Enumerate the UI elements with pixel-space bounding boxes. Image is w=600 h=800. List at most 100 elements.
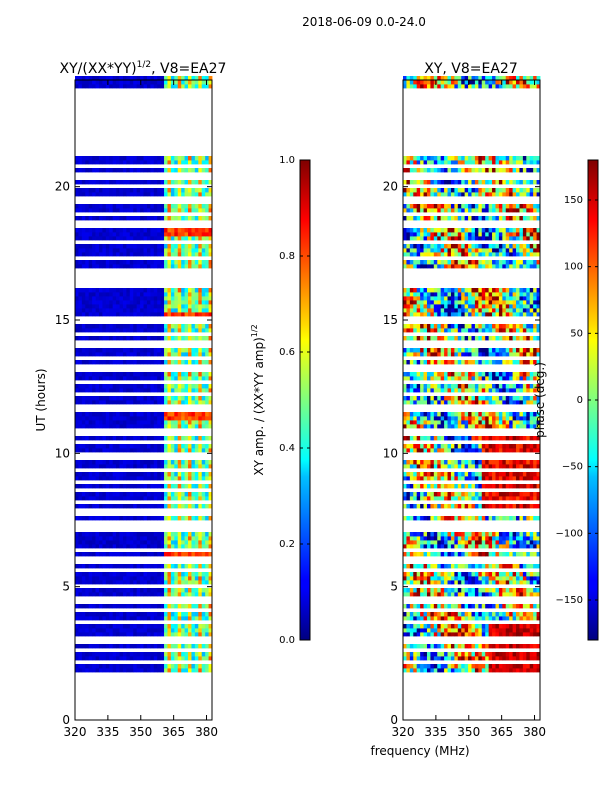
heatmap-cell — [403, 504, 407, 509]
heatmap-cell — [160, 460, 165, 465]
heatmap-cell — [95, 348, 100, 353]
heatmap-cell — [129, 652, 134, 657]
heatmap-cell — [184, 504, 189, 509]
heatmap-cell — [88, 580, 93, 585]
heatmap-cell — [170, 264, 175, 269]
heatmap-cell — [174, 444, 179, 449]
heatmap-cell — [81, 484, 86, 489]
heatmap-cell — [75, 592, 79, 597]
heatmap-cell — [75, 228, 79, 233]
heatmap-cell — [474, 400, 479, 405]
heatmap-cell — [426, 532, 431, 537]
heatmap-cell — [150, 396, 155, 401]
heatmap-cell — [498, 644, 503, 649]
heatmap-cell — [426, 564, 431, 569]
heatmap-cell — [423, 396, 428, 401]
heatmap-cell — [75, 84, 79, 89]
heatmap-cell — [423, 576, 428, 581]
heatmap-cell — [522, 644, 527, 649]
heatmap-cell — [140, 328, 144, 333]
heatmap-cell — [444, 336, 448, 341]
heatmap-cell — [416, 540, 421, 545]
heatmap-cell — [481, 384, 486, 389]
heatmap-cell — [153, 592, 158, 597]
heatmap-cell — [433, 420, 438, 425]
heatmap-cell — [150, 436, 155, 441]
heatmap-cell — [198, 448, 203, 453]
heatmap-cell — [174, 420, 179, 425]
heatmap-cell — [126, 260, 131, 265]
heatmap-cell — [512, 412, 517, 417]
heatmap-cell — [126, 288, 131, 293]
heatmap-cell — [181, 616, 185, 621]
heatmap-cell — [122, 84, 127, 89]
heatmap-cell — [457, 384, 462, 389]
heatmap-cell — [143, 216, 148, 221]
heatmap-cell — [119, 396, 124, 401]
heatmap-cell — [505, 552, 510, 557]
heatmap-cell — [498, 336, 503, 341]
heatmap-cell — [502, 588, 507, 593]
heatmap-cell — [478, 348, 483, 353]
heatmap-cell — [437, 412, 442, 417]
heatmap-cell — [105, 248, 110, 253]
heatmap-cell — [157, 532, 162, 537]
heatmap-cell — [153, 544, 158, 549]
heatmap-cell — [447, 376, 452, 381]
heatmap-cell — [208, 484, 213, 489]
heatmap-cell — [95, 532, 100, 537]
heatmap-cell — [174, 416, 179, 421]
heatmap-cell — [177, 80, 182, 85]
heatmap-cell — [112, 632, 117, 637]
heatmap-cell — [485, 396, 490, 401]
heatmap-cell — [92, 412, 96, 417]
heatmap-cell — [502, 564, 507, 569]
heatmap-cell — [481, 604, 486, 609]
heatmap-cell — [150, 84, 155, 89]
heatmap-cell — [129, 424, 134, 429]
heatmap-cell — [150, 424, 155, 429]
heatmap-cell — [78, 168, 83, 173]
heatmap-cell — [426, 664, 431, 669]
heatmap-cell — [201, 472, 206, 477]
heatmap-cell — [413, 628, 418, 633]
heatmap-cell — [133, 300, 138, 305]
heatmap-cell — [485, 420, 490, 425]
heatmap-cell — [143, 180, 148, 185]
heatmap-cell — [174, 552, 179, 557]
heatmap-cell — [81, 664, 86, 669]
heatmap-cell — [78, 632, 83, 637]
heatmap-cell — [177, 576, 182, 581]
heatmap-cell — [75, 604, 79, 609]
heatmap-cell — [122, 236, 127, 241]
heatmap-cell — [502, 604, 507, 609]
heatmap-cell — [78, 288, 83, 293]
heatmap-cell — [167, 532, 172, 537]
heatmap-cell — [143, 396, 148, 401]
heatmap-cell — [119, 536, 124, 541]
heatmap-cell — [143, 552, 148, 557]
heatmap-cell — [88, 656, 93, 661]
heatmap-cell — [160, 80, 165, 85]
heatmap-cell — [146, 248, 151, 253]
heatmap-cell — [430, 492, 435, 497]
heatmap-cell — [529, 492, 534, 497]
heatmap-cell — [170, 652, 175, 657]
heatmap-cell — [81, 296, 86, 301]
heatmap-cell — [519, 360, 524, 365]
heatmap-cell — [160, 300, 165, 305]
heatmap-cell — [181, 580, 185, 585]
heatmap-cell — [495, 496, 500, 501]
heatmap-cell — [150, 628, 155, 633]
heatmap-cell — [471, 564, 476, 569]
heatmap-cell — [119, 208, 124, 213]
heatmap-cell — [406, 632, 411, 637]
heatmap-cell — [140, 496, 144, 501]
heatmap-cell — [474, 572, 479, 577]
heatmap-cell — [170, 592, 175, 597]
heatmap-cell — [126, 612, 131, 617]
heatmap-cell — [88, 216, 93, 221]
heatmap-cell — [136, 248, 141, 253]
heatmap-cell — [468, 484, 472, 489]
heatmap-cell — [112, 336, 117, 341]
